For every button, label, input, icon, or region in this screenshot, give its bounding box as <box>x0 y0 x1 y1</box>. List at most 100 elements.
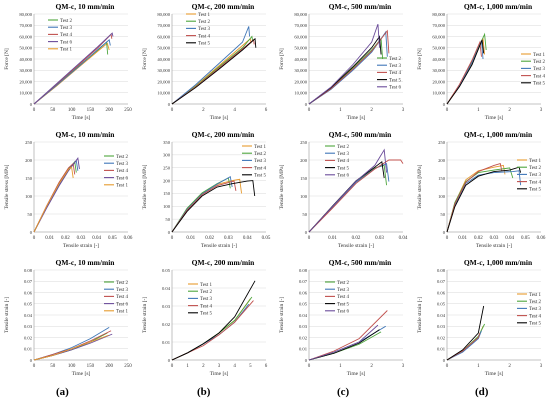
y-tick-label: 40,000 <box>294 57 307 63</box>
series-line-test-4 <box>308 159 404 233</box>
y-tick-label: 250 <box>438 140 446 145</box>
y-tick-label: 150 <box>438 176 446 181</box>
chart-2: QM-c, 500 mm/min 0 10,000 20,000 30,000 40,00… <box>279 2 405 121</box>
x-tick-label: 0 <box>170 108 173 113</box>
y-tick-label: 10,000 <box>157 91 170 97</box>
y-tick-label: 70,000 <box>294 23 307 29</box>
x-tick-label: 0.01 <box>328 236 337 241</box>
legend-label: Test 4 <box>116 295 129 300</box>
series-line-test-4 <box>446 332 480 361</box>
x-tick-label: 0.05 <box>520 236 529 241</box>
x-tick-label: 0.03 <box>77 236 86 241</box>
x-tick-label: 0.04 <box>242 236 251 241</box>
chart-3: QM-c, 1,000 mm/min 0 10,000 20,000 30,000 40,… <box>417 2 546 121</box>
chart-title: QM-c, 200 mm/min <box>191 130 255 139</box>
legend-label: Test 3 <box>529 307 542 312</box>
chart-title: QM-c, 1,000 mm/min <box>463 2 532 11</box>
column-label-a: (a) <box>56 386 69 398</box>
series-line-test-5 <box>308 329 380 361</box>
x-tick-label: 1 <box>477 364 480 369</box>
chart-11: QM-c, 1,000 mm/min 0 0.01 0.02 0.03 0.04 0.05 0… <box>417 258 543 377</box>
x-tick-label: 3 <box>539 108 542 113</box>
series-line-test-2 <box>446 167 513 233</box>
y-tick-label: 20,000 <box>294 79 307 85</box>
legend-label: Test 1 <box>529 293 542 298</box>
y-tick-label: 0.08 <box>24 268 33 273</box>
chart-9: QM-c, 200 mm/min 0 0.01 0.02 0.03 0.04 0.05 0 1 2… <box>142 258 268 377</box>
y-tick-label: 200 <box>300 158 308 163</box>
y-tick-label: 0.04 <box>24 313 33 318</box>
legend-label: Test 2 <box>533 60 546 65</box>
y-tick-label: 20,000 <box>432 79 445 85</box>
legend-label: Test 5 <box>389 78 402 83</box>
y-tick-label: 0.06 <box>299 290 308 295</box>
series-line-test-4 <box>308 310 388 361</box>
series-line-test-2 <box>33 332 108 361</box>
x-tick-label: 0 <box>170 364 173 369</box>
legend-label: Test 4 <box>529 314 542 319</box>
series-line-test-6 <box>308 148 387 233</box>
y-tick-label: 100 <box>163 204 171 209</box>
x-tick-label: 1 <box>477 108 480 113</box>
x-tick-label: 0 <box>308 364 311 369</box>
x-tick-label: 0.02 <box>205 236 214 241</box>
y-tick-label: 250 <box>300 140 308 145</box>
series-line-test-5 <box>171 37 256 105</box>
series-line-test-3 <box>33 39 111 105</box>
legend-label: Test 4 <box>116 169 129 174</box>
y-tick-label: 0.03 <box>299 324 308 329</box>
y-tick-label: 0.03 <box>24 324 33 329</box>
x-tick-label: 4 <box>233 364 236 369</box>
x-tick-label: 0.04 <box>505 236 514 241</box>
y-axis-label: Tensile stress [MPa] <box>417 164 423 209</box>
x-tick-label: 0.01 <box>186 236 195 241</box>
legend-label: Test 2 <box>337 281 350 286</box>
chart-title: QM-c, 200 mm/min <box>191 258 255 267</box>
y-tick-label: 0 <box>30 230 33 235</box>
legend-label: Test 2 <box>116 281 129 286</box>
y-tick-label: 250 <box>163 166 171 171</box>
x-axis-label: Tensile strain [-] <box>338 243 374 249</box>
legend-label: Test 2 <box>116 155 129 160</box>
legend-label: Test 4 <box>533 74 546 79</box>
y-tick-label: 0.05 <box>24 302 33 307</box>
chart-7: QM-c, 1,000 mm/min 0 50 100 150 200 250 0 0.01 0.… <box>417 130 546 249</box>
y-tick-label: 40,000 <box>432 57 445 63</box>
legend-label: Test 4 <box>389 71 402 76</box>
series-line-test-4 <box>171 300 254 361</box>
x-tick-label: 0.05 <box>261 236 270 241</box>
y-axis-label: Tensile strain [-] <box>417 297 423 333</box>
series-line-test-3 <box>171 176 233 233</box>
x-tick-label: 200 <box>105 108 113 113</box>
x-tick-label: 6 <box>264 108 267 113</box>
legend-label: Test 6 <box>337 174 350 179</box>
y-tick-label: 0.04 <box>299 313 308 318</box>
x-tick-label: 0 <box>33 236 36 241</box>
y-tick-label: 0 <box>305 230 308 235</box>
legend-label: Test 3 <box>254 159 267 164</box>
y-tick-label: 200 <box>25 158 33 163</box>
legend-label: Test 2 <box>200 290 213 295</box>
legend-label: Test 5 <box>200 312 213 317</box>
legend-label: Test 6 <box>116 176 129 181</box>
x-tick-label: 0 <box>33 108 36 113</box>
chart-4: QM-c, 10 mm/min 0 50 100 150 200 250 0 0.01 0.02 0… <box>4 130 133 249</box>
y-tick-label: 0.04 <box>436 313 445 318</box>
y-tick-label: 0 <box>167 358 170 363</box>
series-line-test-1 <box>446 326 483 361</box>
series-line-test-6 <box>33 157 80 233</box>
y-tick-label: 0.08 <box>299 268 308 273</box>
x-tick-label: 2 <box>508 364 511 369</box>
series-line-test-6 <box>308 23 380 105</box>
y-tick-label: 0.08 <box>436 268 445 273</box>
chart-10: QM-c, 500 mm/min 0 0.01 0.02 0.03 0.04 0.05 0.0… <box>279 258 405 377</box>
legend-label: Test 6 <box>116 302 129 307</box>
x-tick-label: 250 <box>124 364 132 369</box>
legend-label: Test 4 <box>198 34 211 39</box>
legend-label: Test 4 <box>60 33 73 38</box>
legend-label: Test 1 <box>116 184 129 189</box>
legend-label: Test 5 <box>529 322 542 327</box>
y-tick-label: 0 <box>305 102 308 107</box>
y-tick-label: 0.02 <box>161 322 170 327</box>
y-tick-label: 30,000 <box>19 68 32 74</box>
